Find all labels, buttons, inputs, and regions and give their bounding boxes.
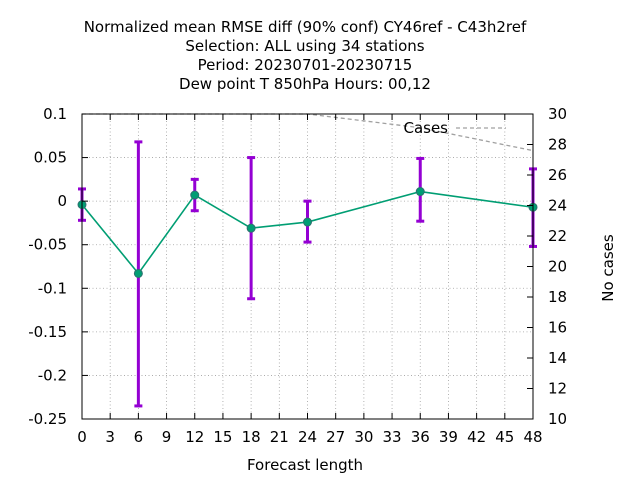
data-point — [133, 268, 143, 278]
x-tick-label: 45 — [495, 428, 514, 446]
data-point — [303, 217, 312, 227]
data-point — [415, 187, 425, 197]
y2-tick-label: 18 — [548, 288, 567, 306]
y2-tick-label: 14 — [548, 349, 567, 367]
x-tick-label: 36 — [411, 428, 430, 446]
series-line — [77, 187, 538, 278]
y2-tick-label: 10 — [548, 410, 567, 428]
data-point — [190, 190, 200, 200]
x-tick-label: 0 — [77, 428, 87, 446]
y-tick-label: -0.1 — [38, 279, 67, 297]
x-tick-label: 3 — [105, 428, 115, 446]
x-tick-label: 21 — [270, 428, 289, 446]
y-tick-label: -0.25 — [28, 410, 67, 428]
y2-tick-label: 22 — [548, 227, 567, 245]
title-line-4: Dew point T 850hPa Hours: 00,12 — [179, 75, 431, 93]
title-line-1: Normalized mean RMSE diff (90% conf) CY4… — [84, 18, 527, 36]
x-tick-label: 48 — [523, 428, 542, 446]
y2-tick-label: 28 — [548, 136, 567, 154]
axis-ticks: 0 3 6 9 12 15 18 21 24 27 30 33 36 39 42 45 480.10.050-0… — [28, 105, 567, 446]
x-tick-label: 9 — [162, 428, 172, 446]
y-tick-label: 0.1 — [43, 105, 67, 123]
x-tick-label: 27 — [326, 428, 345, 446]
y2-tick-label: 26 — [548, 166, 567, 184]
x-tick-label: 12 — [185, 428, 204, 446]
legend-label: Cases — [403, 119, 448, 137]
grid — [81, 113, 534, 420]
x-tick-label: 30 — [354, 428, 373, 446]
y-tick-label: -0.15 — [28, 323, 67, 341]
x-tick-label: 24 — [298, 428, 317, 446]
x-tick-label: 33 — [383, 428, 402, 446]
title-line-2: Selection: ALL using 34 stations — [185, 37, 424, 55]
y-tick-label: -0.2 — [38, 366, 67, 384]
y-tick-label: -0.05 — [28, 236, 67, 254]
y2-tick-label: 20 — [548, 258, 567, 276]
y-tick-label: 0 — [57, 192, 67, 210]
x-tick-label: 18 — [242, 428, 261, 446]
data-point — [246, 223, 256, 233]
y2-tick-label: 12 — [548, 380, 567, 398]
x-tick-label: 15 — [213, 428, 232, 446]
x-axis-label: Forecast length — [247, 456, 363, 474]
y2-axis-label: No cases — [599, 234, 617, 302]
title-line-3: Period: 20230701-20230715 — [198, 56, 413, 74]
y2-tick-label: 16 — [548, 319, 567, 337]
y-tick-label: 0.05 — [34, 149, 67, 167]
x-tick-label: 6 — [134, 428, 144, 446]
x-tick-label: 39 — [439, 428, 458, 446]
chart-title: Normalized mean RMSE diff (90% conf) CY4… — [84, 18, 527, 93]
x-tick-label: 42 — [467, 428, 486, 446]
y2-tick-label: 24 — [548, 197, 567, 215]
y2-tick-label: 30 — [548, 105, 567, 123]
